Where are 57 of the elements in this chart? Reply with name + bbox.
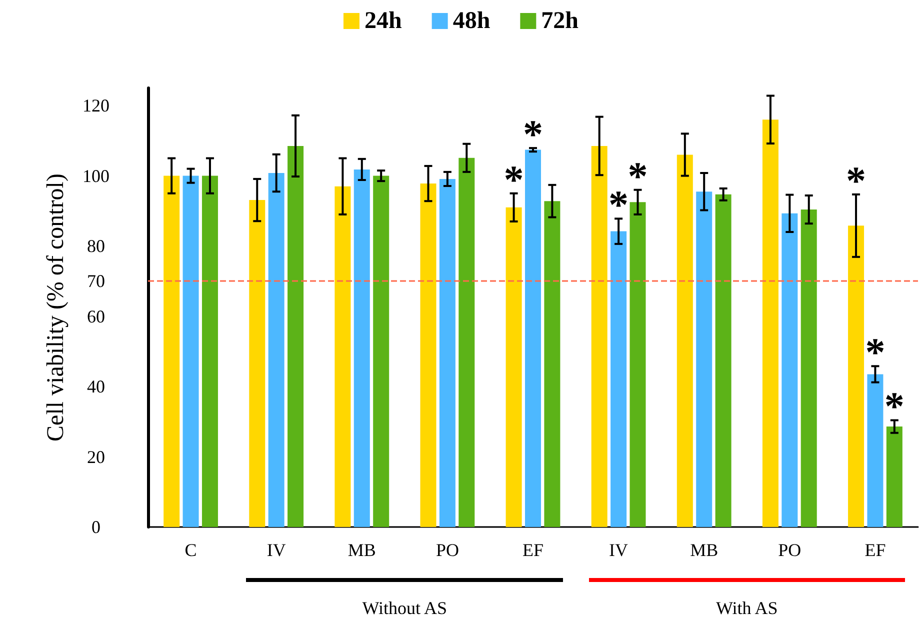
legend-label: 72h [541, 8, 579, 34]
x-tick-label: PO [436, 540, 459, 560]
bar [249, 200, 266, 527]
y-axis-title: Cell viability (% of control) [43, 174, 69, 442]
bar [610, 231, 627, 527]
x-tick-label: PO [778, 540, 802, 560]
bar [182, 176, 199, 527]
bar [164, 176, 180, 527]
data-label: * [884, 384, 904, 429]
x-tick-label: C [184, 540, 197, 560]
x-tick-label: EF [864, 540, 886, 560]
bar [525, 150, 541, 527]
bar [591, 146, 608, 527]
y-tick-label: 20 [87, 446, 105, 467]
bar [202, 176, 218, 527]
data-label: * [608, 182, 629, 228]
bar [458, 158, 475, 527]
bar [334, 186, 351, 527]
y-tick-label: 40 [87, 376, 105, 397]
bar [867, 374, 884, 527]
bar [506, 207, 522, 527]
bar [715, 194, 732, 527]
y-tick-label: 80 [87, 236, 105, 256]
bar [762, 120, 778, 527]
bar [886, 426, 902, 527]
y-tick-label: 60 [87, 306, 105, 326]
bar [848, 226, 864, 527]
x-tick-label: MB [690, 540, 718, 560]
x-tick-label: MB [348, 540, 376, 560]
legend-label: 24h [364, 8, 402, 34]
bar [800, 210, 817, 527]
y-tick-label: 120 [82, 96, 110, 116]
text: With AS [714, 598, 779, 619]
bar [544, 201, 560, 527]
bar [420, 184, 436, 527]
data-label: * [504, 156, 524, 202]
y-tick-label: 0 [92, 517, 100, 537]
y-tick-label: 70 [87, 271, 105, 292]
x-tick-label: EF [522, 540, 544, 560]
bar [354, 169, 370, 527]
bar [288, 146, 304, 527]
bar [696, 192, 712, 527]
legend-label: 48h [452, 8, 490, 34]
bar [268, 172, 284, 527]
bar [630, 202, 646, 527]
y-tick-label: 100 [82, 166, 110, 186]
text: Without AS [361, 598, 448, 619]
x-tick-label: IV [266, 540, 286, 560]
bar [782, 213, 798, 527]
data-label: * [846, 158, 866, 203]
data-label: * [628, 153, 648, 198]
bar [373, 176, 390, 527]
bar [676, 154, 693, 527]
data-label: * [523, 112, 543, 157]
x-tick-label: IV [609, 540, 628, 560]
data-label: * [865, 330, 886, 375]
bar [439, 178, 456, 527]
